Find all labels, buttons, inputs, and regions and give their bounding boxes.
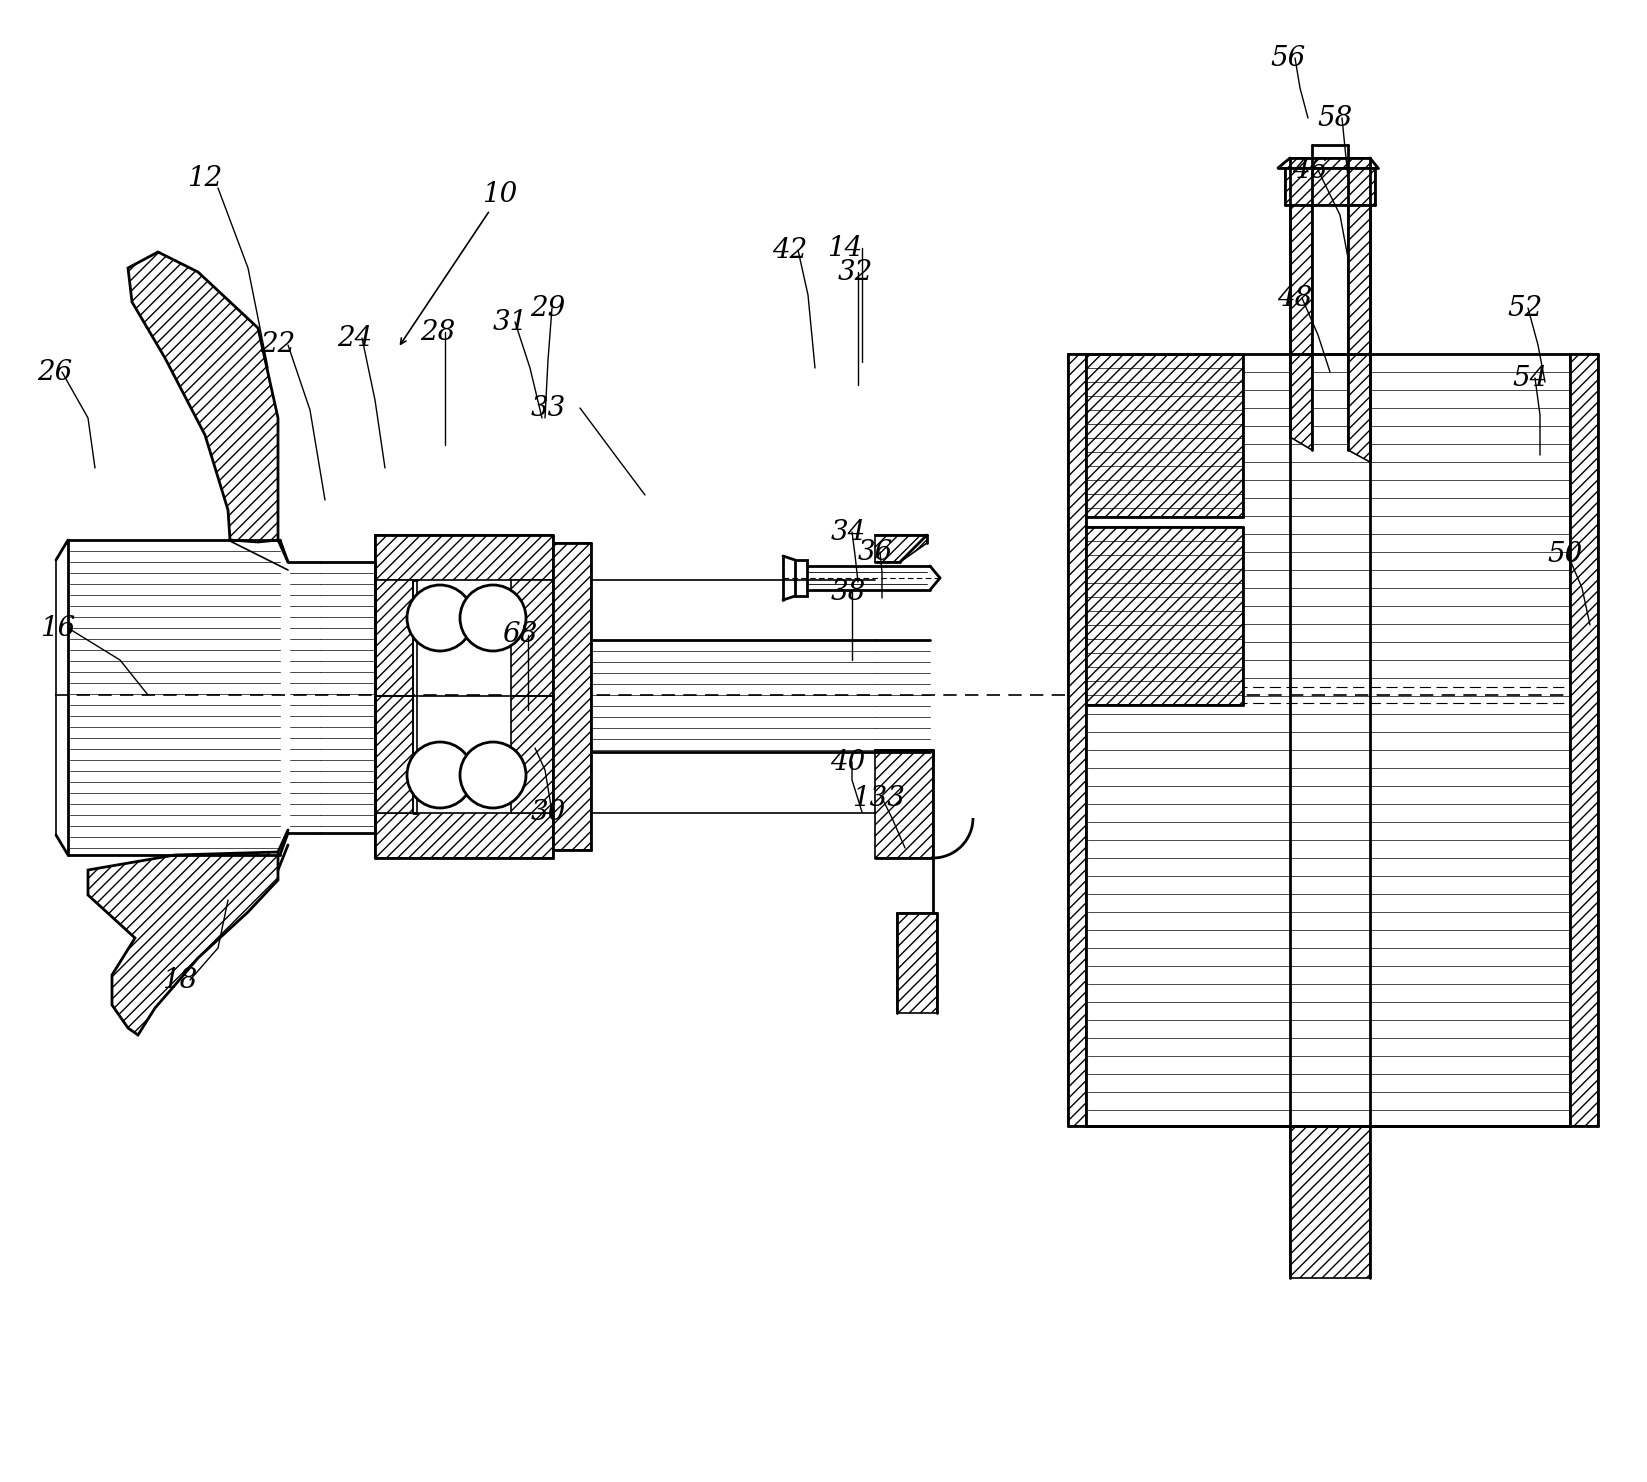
Polygon shape (376, 697, 413, 814)
Text: 34: 34 (830, 519, 866, 545)
Polygon shape (376, 579, 413, 697)
Polygon shape (1347, 159, 1370, 462)
Polygon shape (796, 560, 807, 596)
Polygon shape (511, 697, 553, 814)
Text: 42: 42 (772, 237, 807, 264)
Polygon shape (1067, 354, 1085, 1126)
Polygon shape (1570, 354, 1598, 1126)
Polygon shape (1278, 159, 1379, 167)
Circle shape (460, 585, 525, 651)
Text: 33: 33 (530, 394, 565, 421)
Text: 22: 22 (260, 332, 295, 359)
Polygon shape (1290, 159, 1313, 451)
Text: 29: 29 (530, 295, 565, 322)
Text: 16: 16 (41, 615, 76, 642)
Circle shape (460, 742, 525, 808)
Polygon shape (553, 542, 591, 851)
Text: 14: 14 (827, 234, 863, 261)
Text: 24: 24 (338, 325, 372, 351)
Text: 36: 36 (858, 538, 893, 566)
Text: 52: 52 (1507, 295, 1543, 322)
Polygon shape (1085, 354, 1243, 517)
Text: 46: 46 (1293, 157, 1327, 184)
Circle shape (407, 585, 473, 651)
Text: 50: 50 (1548, 541, 1583, 569)
Text: 48: 48 (1278, 285, 1313, 311)
Polygon shape (1285, 167, 1375, 205)
Polygon shape (376, 535, 553, 579)
Text: 12: 12 (188, 165, 222, 191)
Text: 56: 56 (1270, 44, 1306, 71)
Polygon shape (511, 579, 553, 697)
Text: 68: 68 (502, 621, 537, 649)
Polygon shape (128, 252, 278, 542)
Text: 54: 54 (1512, 365, 1548, 391)
Polygon shape (376, 814, 553, 858)
Polygon shape (87, 852, 278, 1034)
Text: 40: 40 (830, 748, 866, 775)
Text: 28: 28 (420, 319, 456, 345)
Text: 58: 58 (1318, 105, 1352, 132)
Text: 133: 133 (851, 784, 904, 812)
Polygon shape (1290, 1126, 1370, 1277)
Text: 31: 31 (492, 308, 527, 335)
Polygon shape (875, 750, 932, 858)
Text: 38: 38 (830, 578, 866, 606)
Text: 30: 30 (530, 799, 565, 825)
Text: 18: 18 (163, 966, 198, 993)
Polygon shape (1085, 528, 1243, 705)
Circle shape (407, 742, 473, 808)
Polygon shape (875, 535, 927, 562)
Text: 26: 26 (38, 359, 72, 385)
Text: 32: 32 (837, 258, 873, 286)
Polygon shape (898, 913, 937, 1014)
Text: 10: 10 (483, 181, 517, 209)
